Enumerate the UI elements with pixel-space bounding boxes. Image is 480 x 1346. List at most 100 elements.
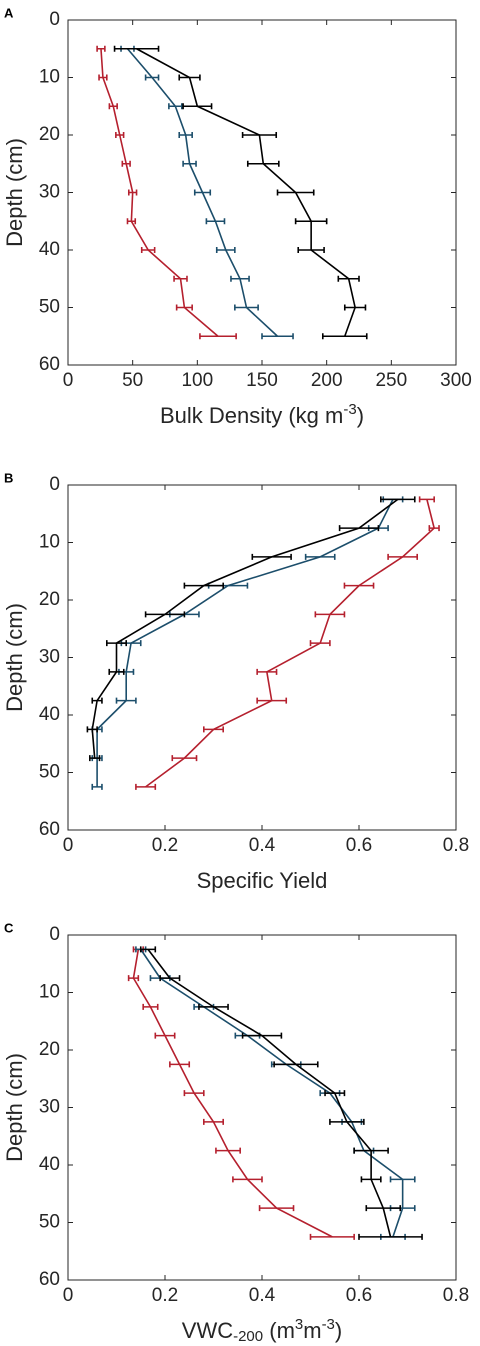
y-tick-label: 60 — [39, 819, 60, 840]
y-axis-label: Depth (cm) — [2, 603, 27, 712]
x-axis-label: Bulk Density (kg m-3) — [160, 401, 364, 428]
error-bar — [89, 755, 101, 762]
y-tick-label: 10 — [39, 67, 60, 88]
error-bar — [309, 1233, 355, 1240]
error-bar — [297, 247, 325, 253]
error-bar — [241, 1032, 283, 1039]
x-tick-label: 0 — [63, 1285, 74, 1306]
error-bar — [178, 132, 193, 138]
x-axis-label-part: (m — [263, 1318, 295, 1343]
error-bar — [337, 275, 360, 282]
panel-label: B — [4, 470, 13, 485]
error-bar — [144, 611, 186, 618]
error-bar — [203, 1118, 224, 1125]
error-bar — [108, 668, 125, 675]
error-bar — [418, 496, 435, 503]
error-bar — [126, 218, 137, 225]
error-bar — [113, 45, 160, 52]
y-axis-label: Depth (cm) — [2, 1053, 27, 1162]
error-bar — [142, 1003, 159, 1010]
error-bar — [115, 697, 137, 704]
error-bar — [98, 74, 108, 81]
series-line — [91, 498, 399, 759]
error-bar — [232, 1176, 263, 1183]
x-axis-label-part: Specific Yield — [197, 868, 328, 893]
x-tick-label: 150 — [246, 370, 278, 391]
error-bar — [106, 640, 127, 647]
y-tick-label: 0 — [49, 474, 60, 495]
error-bar — [127, 189, 138, 196]
error-bar — [321, 333, 368, 340]
error-bar — [276, 189, 315, 196]
x-tick-label: 250 — [375, 370, 407, 391]
x-tick-label: 0.8 — [443, 1285, 469, 1306]
y-tick-label: 40 — [39, 239, 60, 260]
error-bar — [96, 45, 106, 52]
x-axis-label-part: m — [303, 1318, 321, 1343]
error-bar — [215, 1147, 241, 1154]
error-bar — [140, 247, 156, 253]
y-tick-label: 20 — [39, 1039, 60, 1060]
error-bar — [360, 1176, 382, 1183]
y-tick-label: 10 — [39, 532, 60, 553]
x-axis-label-part: VWC — [182, 1318, 233, 1343]
x-tick-label: 0 — [63, 835, 74, 856]
error-bar — [199, 333, 237, 340]
x-axis-label-part: -200 — [233, 1328, 263, 1345]
y-tick-label: 50 — [39, 297, 60, 318]
error-bar — [178, 74, 201, 81]
error-bar — [91, 697, 103, 704]
error-bar — [389, 1176, 416, 1183]
x-axis-label-part: ) — [335, 1318, 342, 1343]
x-axis-label-part: 3 — [295, 1316, 303, 1333]
x-axis-label-part: -3 — [322, 1316, 335, 1333]
x-tick-label: 0.2 — [152, 1285, 178, 1306]
error-bar — [183, 1090, 205, 1097]
error-bar — [324, 1090, 346, 1097]
panel-label: A — [4, 5, 14, 20]
plot-area — [67, 19, 457, 366]
error-bar — [258, 1205, 295, 1212]
error-bar — [241, 132, 278, 138]
y-tick-label: 50 — [39, 762, 60, 783]
error-bar — [175, 304, 193, 311]
error-bar — [343, 582, 375, 589]
x-tick-label: 300 — [440, 370, 472, 391]
x-axis-label: Specific Yield — [197, 868, 328, 893]
x-axis-label: VWC-200 (m3m-3) — [182, 1316, 342, 1345]
y-tick-label: 20 — [39, 589, 60, 610]
x-tick-label: 200 — [311, 370, 343, 391]
plot-area — [67, 484, 457, 831]
error-bar — [380, 496, 416, 503]
error-bar — [139, 946, 157, 953]
error-bar — [294, 218, 328, 225]
error-bar — [428, 525, 440, 532]
error-bar — [168, 103, 183, 110]
y-tick-label: 20 — [39, 124, 60, 145]
x-axis-label-part: Bulk Density (kg m — [160, 403, 343, 428]
y-tick-label: 60 — [39, 1269, 60, 1290]
error-bar — [251, 553, 292, 560]
error-bar — [314, 611, 346, 618]
error-bar — [203, 726, 224, 733]
x-tick-label: 0.4 — [249, 835, 276, 856]
error-bar — [159, 975, 181, 982]
y-tick-label: 30 — [39, 1097, 60, 1118]
x-axis-label-part: -3 — [343, 401, 356, 418]
error-bar — [365, 1205, 402, 1212]
error-bar — [338, 525, 380, 532]
error-bar — [144, 74, 160, 81]
error-bar — [193, 189, 212, 196]
error-bar — [246, 160, 280, 167]
error-bar — [234, 304, 259, 311]
error-bar — [215, 247, 236, 253]
y-tick-label: 30 — [39, 182, 60, 203]
error-bar — [86, 726, 98, 733]
error-bar — [261, 333, 294, 340]
error-bar — [91, 783, 103, 790]
x-tick-label: 0 — [63, 370, 74, 391]
y-tick-label: 0 — [49, 9, 60, 30]
error-bar — [256, 697, 288, 704]
error-bar — [127, 975, 140, 982]
